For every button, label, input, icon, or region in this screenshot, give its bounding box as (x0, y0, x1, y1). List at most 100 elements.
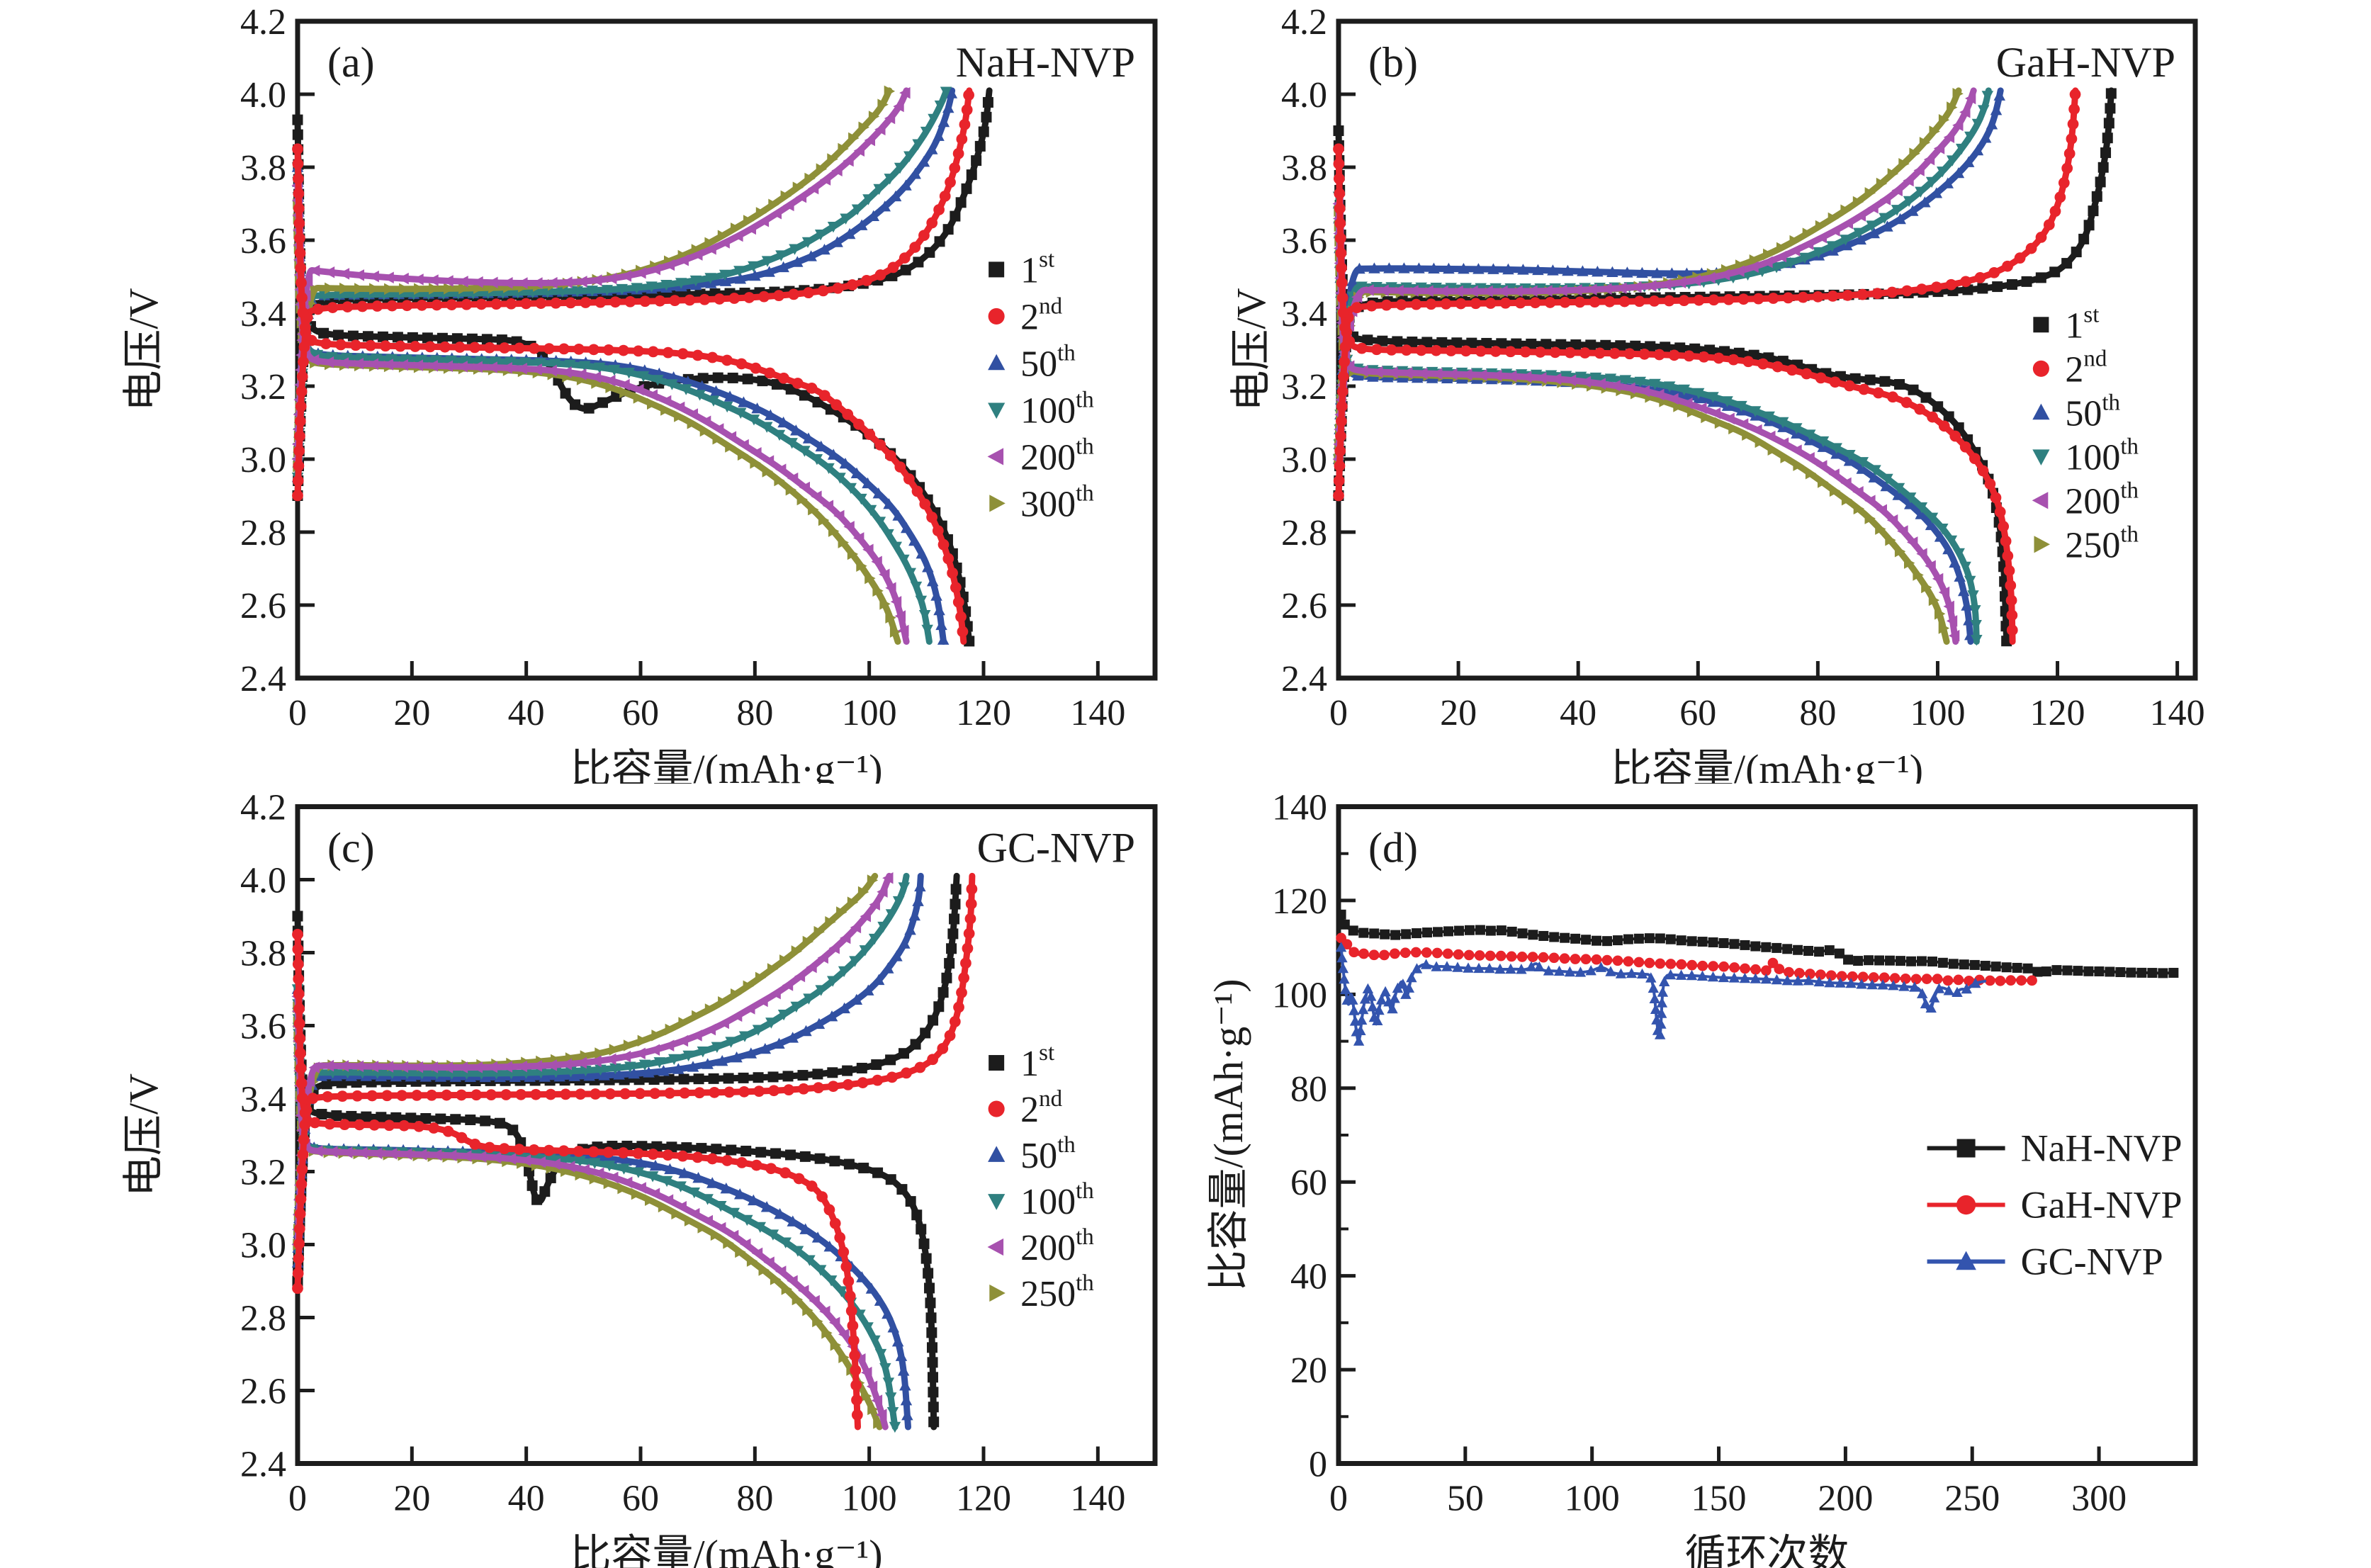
series-marker (1938, 420, 1950, 432)
series-marker (1538, 930, 1549, 941)
series-marker (637, 1034, 649, 1047)
series-marker (754, 1222, 766, 1234)
series-marker (352, 1060, 364, 1073)
series-marker (292, 943, 304, 955)
series-marker (486, 1061, 498, 1073)
series-marker (621, 1176, 633, 1188)
series-marker (843, 521, 855, 533)
series-marker (1867, 202, 1879, 214)
series-marker (390, 1112, 402, 1123)
series-marker (296, 371, 308, 383)
x-tick-label: 100 (842, 693, 897, 733)
series-marker (475, 356, 487, 368)
series-marker (1356, 281, 1368, 293)
y-tick-label: 3.6 (1281, 221, 1327, 261)
series-marker (1704, 271, 1716, 284)
series-marker (896, 1184, 908, 1195)
series-marker (894, 461, 906, 473)
series-marker (1781, 975, 1793, 986)
series-marker (1934, 608, 1946, 620)
series-marker (1467, 285, 1478, 298)
series-marker (297, 1149, 309, 1161)
series-marker (1930, 281, 1942, 293)
series-marker (927, 1372, 938, 1383)
series-marker (1959, 959, 1969, 970)
series-marker (371, 1147, 383, 1159)
series-marker (1760, 974, 1772, 984)
series-marker (531, 363, 542, 376)
series-marker (1553, 965, 1565, 976)
series-marker (1707, 392, 1719, 403)
series-marker (1442, 948, 1453, 959)
series-marker (853, 532, 865, 544)
series-marker (1431, 368, 1443, 380)
series-marker (901, 1067, 912, 1079)
series-marker (1339, 973, 1350, 984)
series-marker (1466, 337, 1477, 349)
series-marker (988, 1100, 1005, 1117)
series-marker (1665, 969, 1677, 980)
series-marker (702, 1214, 713, 1227)
y-tick-label: 3.0 (240, 1226, 286, 1266)
series-marker (1526, 285, 1538, 297)
series-marker (1663, 381, 1676, 393)
series-marker (723, 1237, 734, 1249)
series-marker (1541, 285, 1553, 297)
legend-label: 2nd (1020, 1086, 1063, 1130)
series-marker (1891, 184, 1903, 197)
series-marker (829, 1156, 840, 1167)
series-marker (1767, 293, 1779, 304)
legend-item: 300th (989, 480, 1094, 524)
series-marker (708, 1073, 719, 1084)
series-marker (892, 509, 904, 521)
series-marker (302, 275, 313, 287)
series-marker (1511, 338, 1522, 349)
series-marker (1907, 205, 1919, 216)
series-marker (780, 190, 792, 203)
series-marker (821, 1327, 833, 1339)
series-marker (293, 218, 305, 230)
series-marker (1961, 983, 1972, 994)
series-marker (2021, 276, 2032, 287)
series-marker (805, 250, 817, 261)
series-marker (382, 359, 393, 371)
series-marker (890, 596, 902, 608)
series-marker (1798, 252, 1811, 264)
series-marker (442, 1125, 454, 1137)
series-marker (988, 1146, 1006, 1162)
legend-item: 200th (2032, 478, 2139, 521)
series-marker (1560, 932, 1570, 943)
series-marker (811, 490, 822, 502)
series-marker (928, 1015, 939, 1026)
series-marker (1686, 405, 1699, 418)
series-marker (1623, 934, 1633, 944)
series-marker (833, 509, 845, 522)
series-marker (461, 1150, 472, 1162)
series-marker (292, 143, 303, 155)
series-marker (1885, 534, 1896, 546)
series-marker (702, 1058, 714, 1069)
series-marker (543, 1144, 555, 1156)
series-marker (885, 582, 896, 594)
series-marker (750, 447, 762, 459)
series-marker (1804, 429, 1816, 441)
series-marker (903, 473, 915, 485)
series-marker (1845, 978, 1857, 988)
series-marker (1913, 164, 1925, 176)
series-marker (1397, 978, 1409, 989)
series-marker (1460, 345, 1472, 357)
series-marker (883, 498, 895, 509)
series-marker (327, 302, 339, 313)
x-tick-label: 300 (2071, 1479, 2127, 1519)
series-marker (623, 1039, 635, 1051)
series-marker (893, 100, 904, 113)
series-marker (451, 333, 463, 344)
series-marker (2103, 118, 2114, 129)
series-marker (386, 300, 398, 312)
series-marker (912, 895, 924, 906)
series-marker (297, 307, 309, 319)
series-marker (646, 1171, 659, 1183)
series-marker (1358, 1003, 1369, 1015)
series-marker (1655, 958, 1666, 969)
series-marker (1714, 417, 1726, 429)
